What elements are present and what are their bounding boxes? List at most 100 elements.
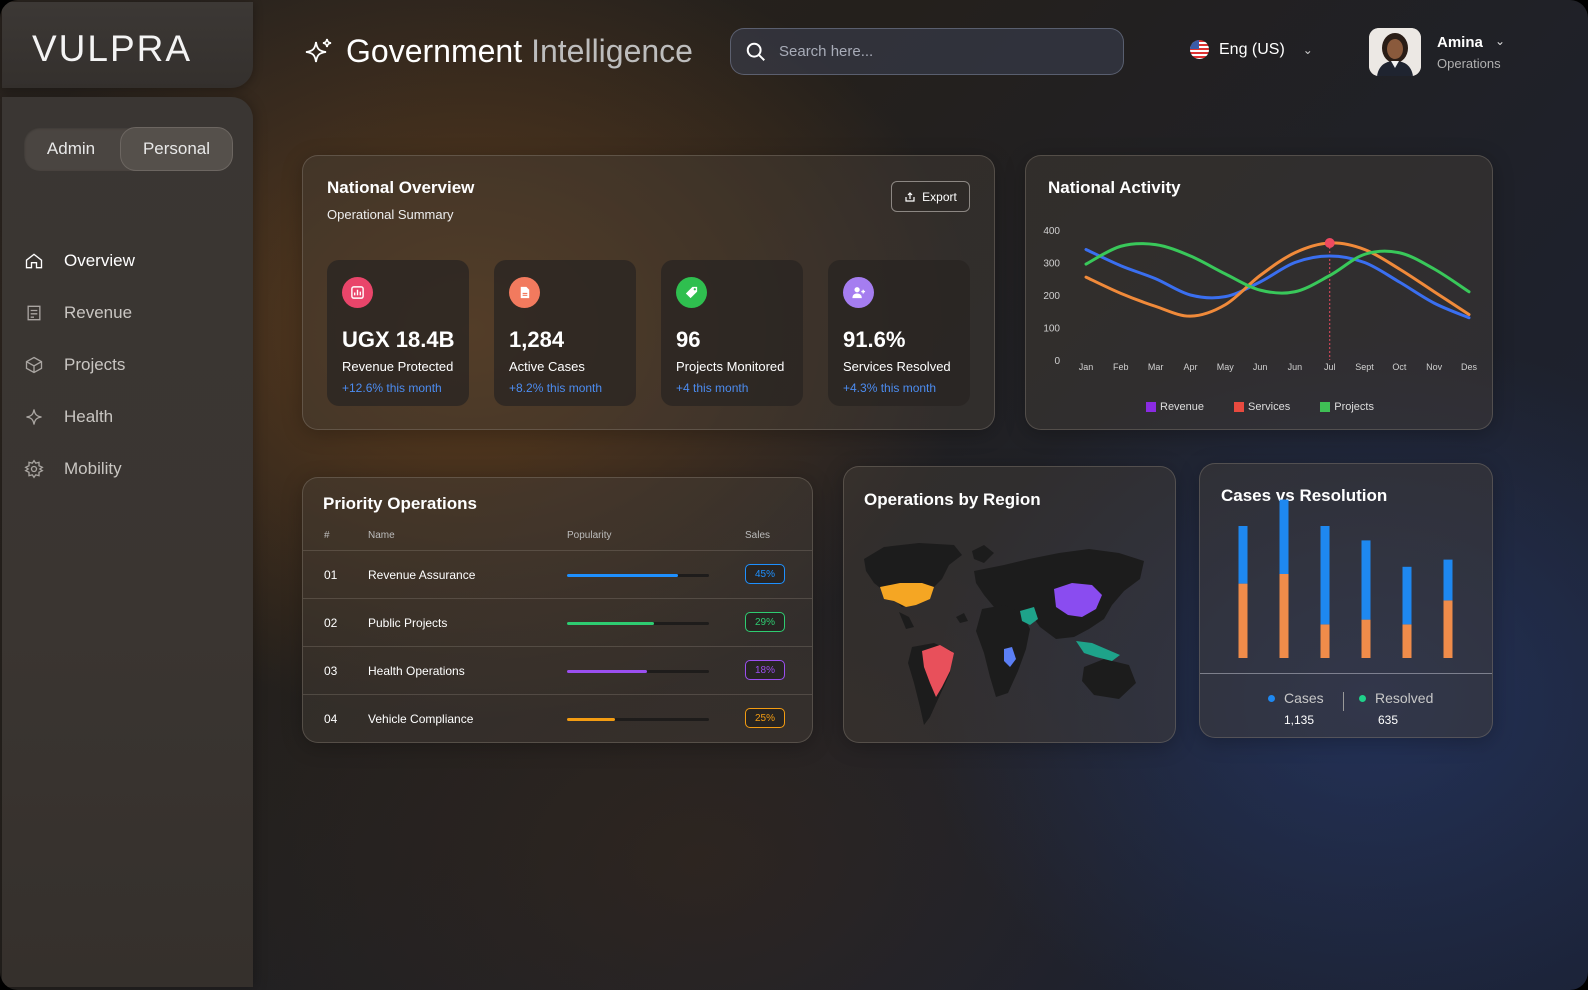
gear-icon <box>24 459 44 479</box>
bar-segment-lower <box>1443 600 1453 658</box>
row-number: 02 <box>324 616 338 630</box>
row-number: 03 <box>324 664 338 678</box>
x-tick-label: Jun <box>1288 362 1303 372</box>
x-tick-label: Sept <box>1355 362 1374 372</box>
column-header: Sales <box>745 530 771 541</box>
series-line-revenue <box>1084 248 1471 320</box>
user-role: Operations <box>1437 56 1501 71</box>
x-tick-label: Jul <box>1324 362 1336 372</box>
table-row[interactable]: 01 Revenue Assurance 45% <box>303 550 812 598</box>
search-input[interactable] <box>779 43 1079 60</box>
world-map <box>864 543 1144 725</box>
user-menu[interactable]: Amina Operations ⌄ <box>1369 28 1505 76</box>
legend-dot <box>1268 694 1275 702</box>
bar-segment-upper <box>1361 540 1371 620</box>
x-tick-label: Mar <box>1148 362 1164 372</box>
table-row[interactable]: 02 Public Projects 29% <box>303 598 812 646</box>
sidebar-item-revenue[interactable]: Revenue <box>24 287 135 339</box>
table-row[interactable]: 04 Vehicle Compliance 25% <box>303 694 812 742</box>
bar-segment-lower <box>1279 574 1289 658</box>
legend-swatch <box>1320 402 1331 412</box>
y-tick-label: 400 <box>1043 226 1060 237</box>
sidebar-item-label: Health <box>64 407 114 426</box>
user-name: Amina <box>1437 34 1483 51</box>
cases-bar-chart <box>1238 499 1453 658</box>
table-row[interactable]: 03 Health Operations 18% <box>303 646 812 694</box>
avatar <box>1369 28 1421 76</box>
legend-label: Services <box>1248 401 1291 413</box>
sidebar-item-label: Overview <box>64 251 135 270</box>
sales-badge: 18% <box>745 660 785 680</box>
title-primary: Government <box>346 33 523 69</box>
brand-logo: VULPRA <box>32 28 193 69</box>
stat-card: 96 Projects Monitored +4 this month <box>661 260 803 406</box>
toggle-personal[interactable]: Personal <box>120 127 233 171</box>
cases-total: 1,135 <box>1284 713 1315 727</box>
stat-value: 1,284 <box>509 327 565 352</box>
row-number: 01 <box>324 568 338 582</box>
export-button[interactable]: Export <box>891 181 970 212</box>
popularity-fill <box>567 622 654 625</box>
receipt-icon <box>27 305 41 321</box>
language-selector[interactable]: Eng (US) ⌄ <box>1190 40 1313 59</box>
logo-panel: VULPRA <box>2 2 253 88</box>
stat-card: 91.6% Services Resolved +4.3% this month <box>828 260 970 406</box>
popularity-fill <box>567 670 647 673</box>
x-tick-label: Jan <box>1079 362 1094 372</box>
sidebar-item-mobility[interactable]: Mobility <box>24 443 135 495</box>
legend-label: Cases <box>1284 690 1324 706</box>
popularity-bar <box>567 574 709 577</box>
bar-segment-upper <box>1320 526 1330 625</box>
x-tick-label: Des <box>1461 362 1478 372</box>
card-subtitle: Operational Summary <box>327 207 454 222</box>
sidebar-item-projects[interactable]: Projects <box>24 339 135 391</box>
bar-segment-upper <box>1279 499 1289 574</box>
sales-badge: 45% <box>745 564 785 584</box>
stat-change: +8.2% this month <box>509 381 603 395</box>
search-bar <box>730 28 1124 75</box>
east-africa-highlight <box>1004 647 1016 667</box>
divider <box>1200 673 1492 674</box>
stat-label: Active Cases <box>509 359 585 374</box>
legend-swatch <box>1234 402 1245 412</box>
bar-segment-lower <box>1361 619 1371 658</box>
legend-resolved: Resolved <box>1359 690 1433 706</box>
stat-label: Revenue Protected <box>342 359 454 374</box>
sidebar-item-overview[interactable]: Overview <box>24 235 135 287</box>
search-icon <box>746 42 765 61</box>
stat-card: UGX 18.4B Revenue Protected +12.6% this … <box>327 260 469 406</box>
bar-chart-icon <box>342 277 373 308</box>
legend-divider <box>1343 692 1344 711</box>
user-add-icon <box>843 277 874 308</box>
legend-label: Resolved <box>1375 690 1434 706</box>
card-title: National Overview <box>327 178 475 197</box>
row-name: Revenue Assurance <box>368 568 476 582</box>
x-tick-label: Apr <box>1183 362 1197 372</box>
toggle-admin[interactable]: Admin <box>46 139 96 158</box>
sidebar-item-label: Revenue <box>64 303 133 322</box>
resolved-total: 635 <box>1378 713 1399 727</box>
legend-dot <box>1359 694 1366 702</box>
activity-line-chart: 0 100 200 300 400 Jan Feb Mar Apr May Jun Jun Jul Sep… <box>1043 226 1478 372</box>
china-highlight <box>1054 583 1102 617</box>
sidebar: Admin Personal Overview Revenue Projects… <box>2 97 253 987</box>
sidebar-item-label: Mobility <box>64 459 122 478</box>
legend-label: Projects <box>1334 401 1374 413</box>
user-info: Amina Operations <box>1437 34 1501 71</box>
priority-operations-card: Priority Operations # Name Popularity Sa… <box>302 477 813 743</box>
row-number: 04 <box>324 712 338 726</box>
title-secondary: Intelligence <box>531 33 693 69</box>
page-title: Government Intelligence <box>302 33 693 70</box>
home-icon <box>25 253 43 269</box>
popularity-fill <box>567 718 616 721</box>
popularity-bar <box>567 718 709 721</box>
column-header: # <box>324 530 330 541</box>
stat-value: 96 <box>676 327 701 352</box>
x-tick-label: Jun <box>1253 362 1268 372</box>
sidebar-item-health[interactable]: Health <box>24 391 135 443</box>
legend-label: Revenue <box>1160 401 1205 413</box>
highlight-point[interactable] <box>1324 238 1335 248</box>
stat-change: +12.6% this month <box>342 381 442 395</box>
y-tick-label: 0 <box>1054 356 1060 367</box>
